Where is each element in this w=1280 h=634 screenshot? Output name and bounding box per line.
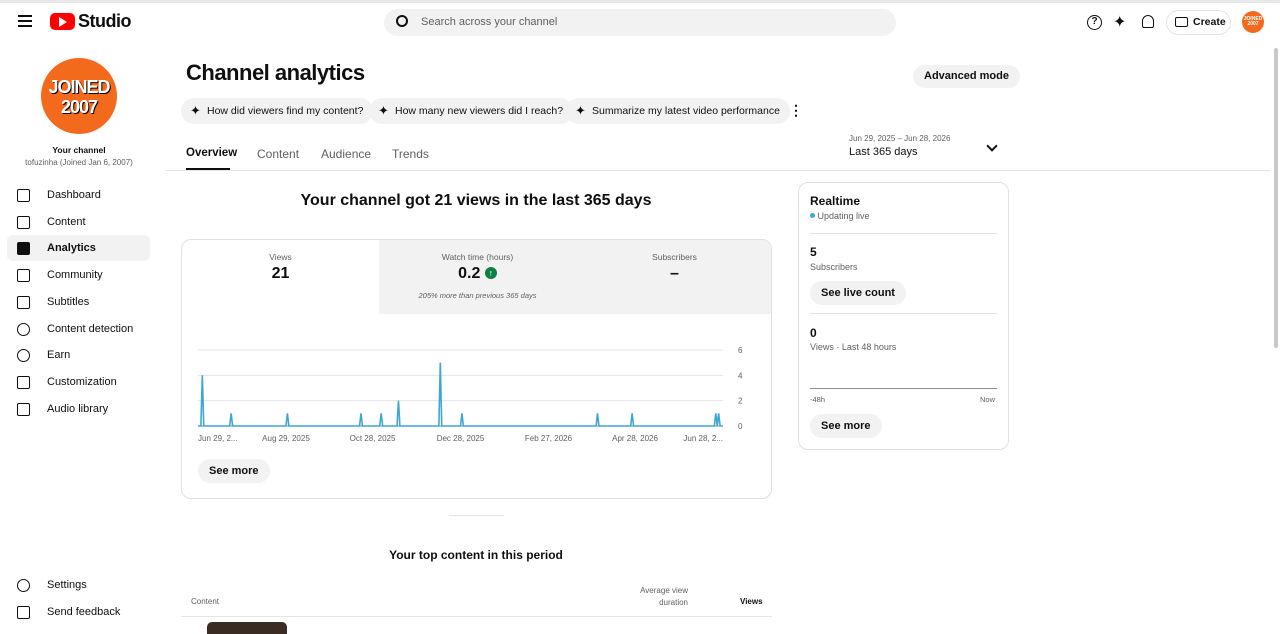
x-tick-label: Jun 28, 2... <box>683 434 723 443</box>
tab-indicator <box>186 168 230 170</box>
column-header[interactable]: Average view duration <box>640 586 688 607</box>
nav-item[interactable]: Analytics <box>7 235 150 262</box>
nav-item[interactable]: Content <box>7 209 150 235</box>
metric-label[interactable]: Views <box>269 252 292 262</box>
see-more-button[interactable]: See more <box>810 414 882 438</box>
y-tick-label: 4 <box>738 371 743 380</box>
create-button[interactable]: Create <box>1166 10 1231 35</box>
divider <box>181 616 772 617</box>
views-line <box>198 362 723 427</box>
prompt-chip[interactable]: How did viewers find my content? <box>181 98 374 124</box>
metric-label[interactable]: Subscribers <box>652 252 697 262</box>
divider <box>449 515 504 516</box>
subscriber-label: Subscribers <box>810 262 858 272</box>
video-thumbnail[interactable] <box>207 622 287 634</box>
x-tick-label: Oct 28, 2025 <box>350 434 396 443</box>
section-title: Your top content in this period <box>389 548 563 562</box>
x-tick-label: Feb 27, 2026 <box>525 434 573 443</box>
nav-item[interactable]: Customization <box>7 369 150 395</box>
help-button[interactable]: ? <box>1087 15 1102 30</box>
advanced-mode-button[interactable]: Advanced mode <box>913 65 1020 88</box>
menu-button[interactable] <box>18 15 32 27</box>
logo-text[interactable]: Studio <box>78 11 132 31</box>
prompt-chip[interactable]: How many new viewers did I reach? <box>369 98 574 124</box>
metric-label[interactable]: Watch time (hours) <box>441 252 514 262</box>
channel-avatar[interactable]: JOINED 2007 <box>41 58 117 134</box>
realtime-title: Realtime <box>810 194 861 208</box>
search-placeholder: Search across your channel <box>421 16 558 28</box>
headline: Your channel got 21 views in the last 36… <box>300 192 652 209</box>
date-range[interactable]: Jun 29, 2025 – Jun 28, 2026 <box>849 134 951 143</box>
realtime-card: Realtime Updating live 5 Subscribers See… <box>798 182 1009 450</box>
subscriber-count: 5 <box>810 245 817 259</box>
search-box[interactable]: Search across your channel <box>384 9 896 36</box>
nav-item[interactable]: Send feedback <box>7 599 150 625</box>
axis-label: Now <box>980 395 996 404</box>
x-tick-label: Dec 28, 2025 <box>437 434 485 443</box>
metric-value: 21 <box>271 265 290 282</box>
y-tick-label: 6 <box>738 346 743 355</box>
metric-note: 205% more than previous 365 days <box>418 291 537 300</box>
page-title: Channel analytics <box>186 60 365 85</box>
realtime-status: Updating live <box>810 211 870 221</box>
views-chart: 0 2 4 6 Jun 29, 2... Aug 29, 2025 Oct 28, 2025… <box>198 346 743 443</box>
x-tick-label: Aug 29, 2025 <box>262 434 310 443</box>
period-dropdown[interactable] <box>986 140 998 152</box>
period[interactable]: Last 365 days <box>849 146 918 158</box>
metric-background <box>379 240 771 314</box>
axis-label: -48h <box>810 395 826 404</box>
y-tick-label: 0 <box>738 422 743 431</box>
channel-name: tofuzinha (Joined Jan 6, 2007) <box>25 158 133 167</box>
divider <box>165 170 1270 171</box>
metric-value: – <box>670 265 679 282</box>
nav-item[interactable]: Community <box>7 262 150 288</box>
metric-value: 0.2 ↑ <box>379 265 576 283</box>
nav-item[interactable]: Dashboard <box>7 182 150 208</box>
views-label: Views · Last 48 hours <box>810 342 897 352</box>
prompt-chip[interactable]: Summarize my latest video performance <box>566 98 790 124</box>
column-header[interactable]: Views <box>740 597 763 606</box>
see-live-count-button[interactable]: See live count <box>810 281 906 305</box>
ai-button[interactable]: ✦ <box>1113 14 1127 31</box>
tab[interactable]: Trends <box>392 147 429 161</box>
y-tick-label: 2 <box>738 397 743 406</box>
tab[interactable]: Content <box>257 147 300 161</box>
create-label: Create <box>1193 16 1226 28</box>
metrics-card: Views 21 Watch time (hours) 0.2 ↑ 205% m… <box>181 239 772 499</box>
notifications-button[interactable] <box>1142 15 1154 28</box>
scrollbar[interactable] <box>1274 48 1278 348</box>
tab[interactable]: Audience <box>321 147 372 161</box>
more-button[interactable]: ⋮ <box>789 102 803 118</box>
nav-item[interactable]: Content detection <box>7 316 150 342</box>
top-edge <box>0 0 1280 3</box>
nav-item[interactable]: Audio library <box>7 396 150 422</box>
see-more-button[interactable]: See more <box>198 459 270 483</box>
channel-label: Your channel <box>52 145 106 155</box>
x-tick-label: Jun 29, 2... <box>198 434 238 443</box>
views-count: 0 <box>810 326 817 340</box>
nav-item[interactable]: Subtitles <box>7 289 150 315</box>
nav-item[interactable]: Earn <box>7 342 150 368</box>
nav-item[interactable]: Settings <box>7 572 150 598</box>
x-tick-label: Apr 28, 2026 <box>612 434 658 443</box>
logo-icon <box>50 13 75 30</box>
column-header: Content <box>191 597 220 606</box>
tab[interactable]: Overview <box>186 147 238 159</box>
account-avatar[interactable]: JOINED 2007 <box>1242 11 1264 33</box>
